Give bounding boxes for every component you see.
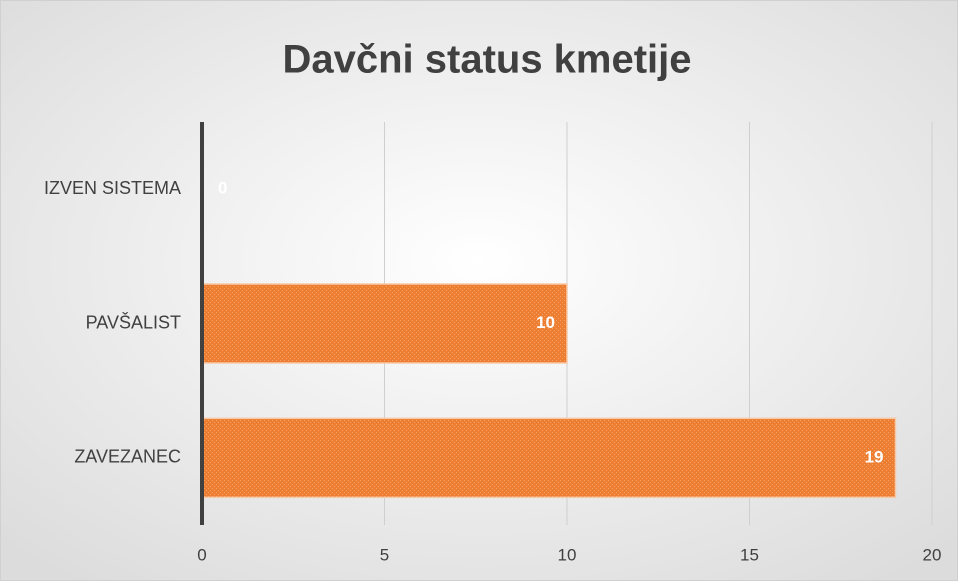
x-tick-label: 20 [923, 545, 942, 564]
data-label: 10 [536, 313, 555, 332]
bar [201, 417, 897, 499]
y-tick-label: ZAVEZANEC [74, 447, 181, 467]
x-tick-label: 15 [740, 545, 759, 564]
y-tick-label: PAVŠALIST [86, 311, 181, 332]
x-tick-label: 0 [197, 545, 206, 564]
y-tick-label: IZVEN SISTEMA [44, 178, 181, 198]
plot-area: 0 5 10 15 20 IZVEN SISTEMA 0 PAVŠALIST 10 ZAVEZAN… [44, 122, 941, 564]
data-label: 0 [218, 179, 227, 198]
x-tick-label: 10 [558, 545, 577, 564]
x-tick-label: 5 [380, 545, 389, 564]
chart-title: Davčni status kmetije [282, 38, 691, 82]
bar [201, 283, 568, 364]
data-label: 19 [865, 447, 884, 466]
